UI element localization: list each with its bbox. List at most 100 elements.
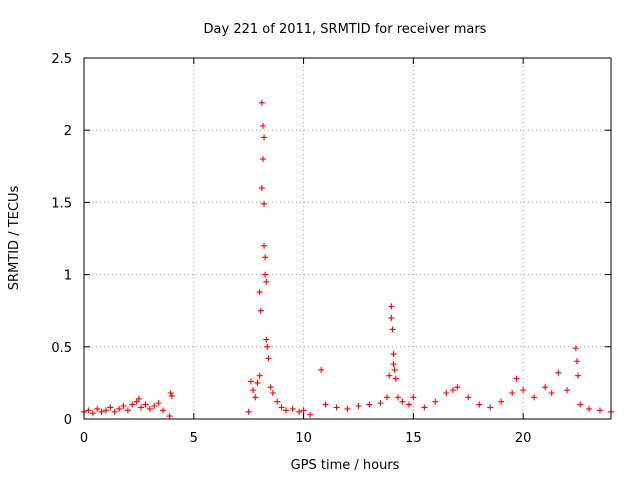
data-point <box>390 361 397 368</box>
data-point <box>256 288 263 295</box>
data-point <box>384 394 391 401</box>
data-point <box>577 401 584 408</box>
data-point <box>245 408 252 415</box>
data-point <box>498 398 505 405</box>
axis-ticks <box>83 57 611 420</box>
data-point <box>289 405 296 412</box>
data-point <box>390 351 397 358</box>
data-point <box>261 242 268 249</box>
data-point <box>167 390 174 397</box>
data-point <box>124 407 131 414</box>
x-tick-labels: 0 5 10 15 20 <box>80 431 532 446</box>
data-point <box>107 404 114 411</box>
data-point <box>597 407 604 414</box>
data-point <box>269 390 276 397</box>
data-point <box>391 366 398 373</box>
data-point <box>531 394 538 401</box>
data-point <box>89 410 96 417</box>
data-point <box>405 401 412 408</box>
y-tick-labels: 0 0.5 1 1.5 2 2.5 <box>51 52 72 428</box>
data-point <box>98 408 105 415</box>
data-point <box>355 403 362 410</box>
data-point <box>513 375 520 382</box>
data-point <box>257 307 264 314</box>
data-point <box>432 398 439 405</box>
y-tick-label: 2 <box>64 124 72 139</box>
data-point <box>344 405 351 412</box>
data-point <box>366 401 373 408</box>
data-point <box>267 384 274 391</box>
data-point <box>307 411 314 418</box>
grid-lines <box>84 58 611 419</box>
data-point <box>166 413 173 420</box>
data-point <box>300 407 307 414</box>
data-point <box>386 372 393 379</box>
data-point <box>520 387 527 394</box>
data-point <box>575 372 582 379</box>
data-point <box>548 390 555 397</box>
data-point <box>443 390 450 397</box>
data-point <box>111 408 118 415</box>
x-tick-label: 20 <box>515 431 532 446</box>
y-axis-label: SRMTID / TECUs <box>7 186 22 291</box>
data-point <box>135 395 142 402</box>
data-point <box>264 343 271 350</box>
data-point <box>146 405 153 412</box>
data-point <box>586 405 593 412</box>
data-point <box>454 384 461 391</box>
data-point <box>116 405 123 412</box>
data-point <box>129 401 136 408</box>
data-point <box>258 184 265 191</box>
data-point <box>263 278 270 285</box>
y-tick-label: 0.5 <box>51 341 72 356</box>
data-point <box>85 407 92 414</box>
data-point <box>262 254 269 261</box>
data-points <box>81 99 614 420</box>
data-point <box>120 403 127 410</box>
data-point <box>296 408 303 415</box>
data-point <box>278 404 285 411</box>
data-point <box>138 404 145 411</box>
data-point <box>377 400 384 407</box>
data-point <box>395 394 402 401</box>
data-point <box>261 134 268 141</box>
data-point <box>258 99 265 106</box>
data-point <box>410 394 417 401</box>
y-tick-label: 1 <box>64 269 72 284</box>
data-point <box>399 398 406 405</box>
data-point <box>263 336 270 343</box>
y-tick-label: 0 <box>64 413 72 428</box>
x-tick-label: 15 <box>405 431 422 446</box>
data-point <box>487 404 494 411</box>
data-point <box>555 369 562 376</box>
data-point <box>142 401 149 408</box>
data-point <box>254 379 261 386</box>
data-point <box>151 403 158 410</box>
data-point <box>572 345 579 352</box>
data-point <box>102 407 109 414</box>
data-point <box>388 314 395 321</box>
data-point <box>274 398 281 405</box>
y-tick-label: 2.5 <box>51 52 72 67</box>
data-point <box>252 394 259 401</box>
data-point <box>333 404 340 411</box>
data-point <box>421 404 428 411</box>
data-point <box>259 156 266 163</box>
data-point <box>283 407 290 414</box>
data-point <box>259 122 266 129</box>
data-point <box>449 387 456 394</box>
data-point <box>247 378 254 385</box>
data-point <box>250 387 257 394</box>
data-point <box>476 401 483 408</box>
x-axis-label: GPS time / hours <box>291 458 400 473</box>
data-point <box>261 200 268 207</box>
data-point <box>168 392 175 399</box>
data-point <box>388 303 395 310</box>
data-point <box>392 375 399 382</box>
data-point <box>573 358 580 365</box>
data-point <box>509 390 516 397</box>
x-tick-label: 0 <box>80 431 88 446</box>
data-point <box>465 394 472 401</box>
data-point <box>94 405 101 412</box>
